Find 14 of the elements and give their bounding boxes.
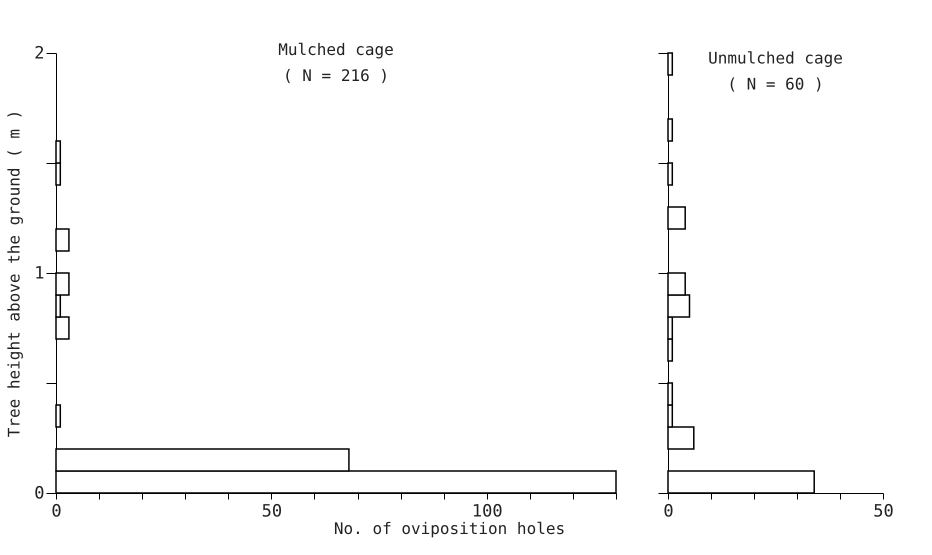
x-tick-label: 100: [472, 502, 503, 522]
x-axis-title: No. of oviposition holes: [334, 519, 566, 538]
x-tick-label: 50: [873, 502, 894, 522]
text: ( N = 216 ): [283, 66, 389, 85]
chart-title: Mulched cage: [278, 40, 394, 59]
chart-title: Unmulched cage: [708, 48, 843, 68]
y-tick-label: 0: [34, 484, 44, 504]
x-tick-label: 0: [663, 502, 674, 522]
x-tick-label: 0: [51, 502, 62, 522]
x-tick-label: 50: [262, 502, 282, 522]
y-tick-label: 2: [34, 44, 44, 64]
y-axis-title: Tree height above the ground ( m ): [4, 110, 24, 438]
text: ( N = 60 ): [727, 74, 824, 94]
y-tick-label: 1: [34, 264, 44, 284]
